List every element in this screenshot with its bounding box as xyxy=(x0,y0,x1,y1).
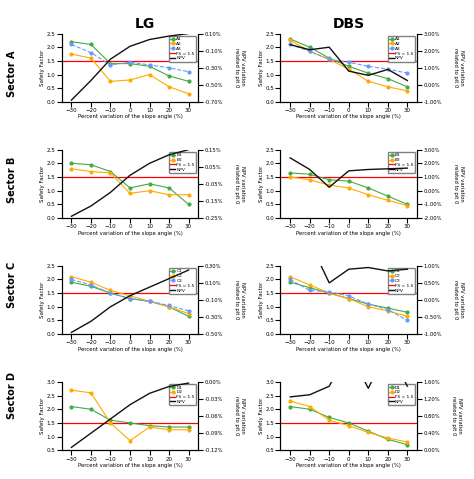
X-axis label: Percent variation of the slope angle (%): Percent variation of the slope angle (%) xyxy=(78,463,182,468)
Y-axis label: Safety Factor: Safety Factor xyxy=(259,398,264,434)
Legend: D1, D2, FS = 1.5, NPV: D1, D2, FS = 1.5, NPV xyxy=(388,384,415,405)
Y-axis label: Safety Factor: Safety Factor xyxy=(40,166,45,202)
X-axis label: Percent variation of the slope angle (%): Percent variation of the slope angle (%) xyxy=(296,230,401,236)
Text: Sector C: Sector C xyxy=(7,262,17,308)
Text: LG: LG xyxy=(135,17,155,31)
Y-axis label: Safety Factor: Safety Factor xyxy=(259,49,264,86)
Y-axis label: NPV variation
related to pit 0: NPV variation related to pit 0 xyxy=(234,48,245,87)
Y-axis label: Safety Factor: Safety Factor xyxy=(259,166,264,202)
Y-axis label: Safety Factor: Safety Factor xyxy=(40,398,45,434)
Y-axis label: NPV variation
related to pit 0: NPV variation related to pit 0 xyxy=(451,397,462,436)
X-axis label: Percent variation of the slope angle (%): Percent variation of the slope angle (%) xyxy=(78,347,182,352)
Y-axis label: NPV variation
related to pit 0: NPV variation related to pit 0 xyxy=(234,280,245,319)
Y-axis label: NPV variation
related to pit 0: NPV variation related to pit 0 xyxy=(234,164,245,204)
Y-axis label: NPV variation
related to pit 0: NPV variation related to pit 0 xyxy=(234,397,245,436)
Text: Sector B: Sector B xyxy=(7,157,17,203)
X-axis label: Percent variation of the slope angle (%): Percent variation of the slope angle (%) xyxy=(78,114,182,119)
Y-axis label: Safety Factor: Safety Factor xyxy=(259,282,264,318)
Y-axis label: NPV variation
related to pit 0: NPV variation related to pit 0 xyxy=(453,164,464,204)
X-axis label: Percent variation of the slope angle (%): Percent variation of the slope angle (%) xyxy=(78,230,182,236)
X-axis label: Percent variation of the slope angle (%): Percent variation of the slope angle (%) xyxy=(296,114,401,119)
Y-axis label: Safety Factor: Safety Factor xyxy=(40,282,45,318)
Y-axis label: NPV variation
related to pit 0: NPV variation related to pit 0 xyxy=(453,280,464,319)
Legend: D1, D2, FS = 1.5, NPV: D1, D2, FS = 1.5, NPV xyxy=(169,384,196,405)
X-axis label: Percent variation of the slope angle (%): Percent variation of the slope angle (%) xyxy=(296,347,401,352)
Legend: B1, B2, FS = 1.5, NPV: B1, B2, FS = 1.5, NPV xyxy=(169,152,196,173)
Text: DBS: DBS xyxy=(332,17,365,31)
Y-axis label: NPV variation
related to pit 0: NPV variation related to pit 0 xyxy=(453,48,464,87)
X-axis label: Percent variation of the slope angle (%): Percent variation of the slope angle (%) xyxy=(296,463,401,468)
Legend: C1, C2, C3, FS = 1.5, NPV: C1, C2, C3, FS = 1.5, NPV xyxy=(169,268,196,294)
Legend: B1, B2, FS = 1.5, NPV: B1, B2, FS = 1.5, NPV xyxy=(388,152,415,173)
Legend: C1, C2, C3, FS = 1.5, NPV: C1, C2, C3, FS = 1.5, NPV xyxy=(388,268,415,294)
Y-axis label: Safety Factor: Safety Factor xyxy=(40,49,45,86)
Text: Sector A: Sector A xyxy=(7,51,17,98)
Legend: A1, A2, A3, FS = 1.5, NPV: A1, A2, A3, FS = 1.5, NPV xyxy=(388,36,415,62)
Legend: A1, A2, A3, FS = 1.5, NPV: A1, A2, A3, FS = 1.5, NPV xyxy=(169,36,196,62)
Text: Sector D: Sector D xyxy=(7,372,17,419)
